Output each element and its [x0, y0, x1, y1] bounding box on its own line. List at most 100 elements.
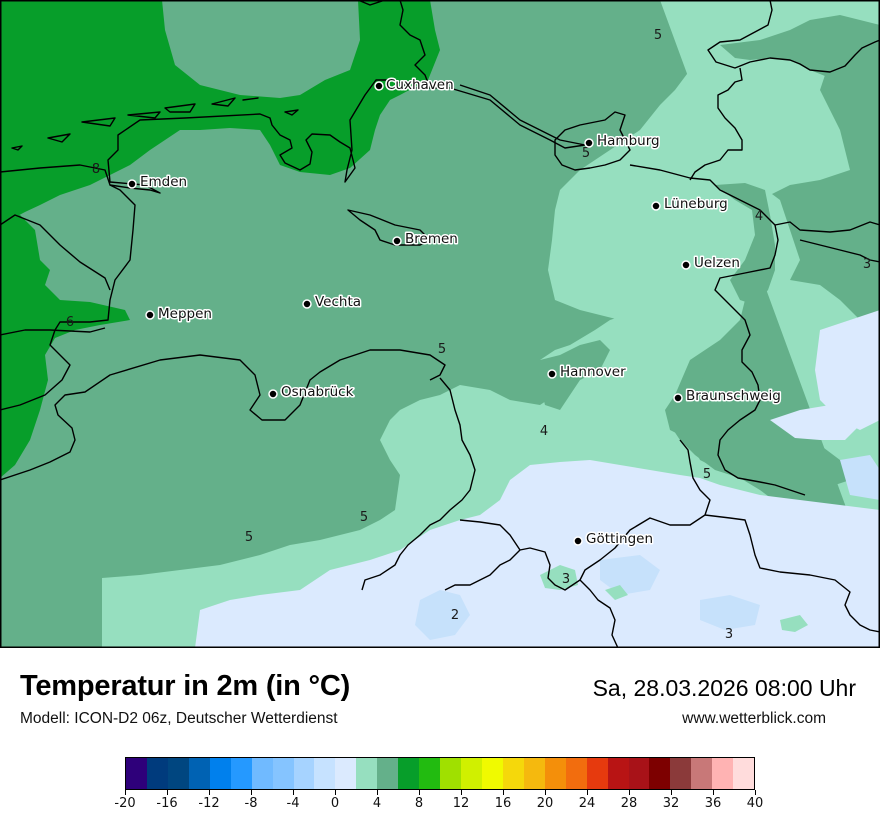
city-dot-icon: [127, 179, 137, 189]
colorbar-segment: [251, 758, 273, 789]
city-vechta: Vechta: [302, 293, 363, 312]
colorbar-tick-mark: [502, 790, 504, 795]
city-dot-icon: [392, 236, 402, 246]
colorbar-tick-label: 28: [620, 796, 638, 811]
colorbar-segment: [565, 758, 587, 789]
colorbar-segment: [523, 758, 545, 789]
temp-zone-4-6-braunschweig: [670, 330, 850, 498]
city-label: Osnabrück: [281, 384, 354, 400]
city-label: Braunschweig: [686, 388, 781, 404]
page-title: Temperatur in 2m (in °C): [20, 670, 351, 702]
colorbar-segment: [146, 758, 168, 789]
colorbar-tick-label: 20: [536, 796, 554, 811]
colorbar-tick-label: -20: [114, 796, 136, 811]
city-dot-icon: [374, 81, 384, 91]
colorbar-tick-mark: [376, 790, 378, 795]
isoline-label: 2: [451, 608, 459, 623]
colorbar-segment: [419, 758, 441, 789]
colorbar-legend: [125, 757, 755, 790]
isoline-label: 5: [438, 342, 446, 357]
city-label: Hannover: [560, 364, 626, 380]
colorbar-tick-label: 16: [494, 796, 512, 811]
city-label: Göttingen: [586, 531, 653, 547]
isoline-label: 4: [755, 209, 763, 224]
colorbar-tick-mark: [754, 790, 756, 795]
temp-zone-6-8: [0, 0, 440, 225]
isoline-label: 5: [245, 530, 253, 545]
city-label: Vechta: [315, 294, 361, 310]
city-hannover: Hannover: [547, 363, 628, 382]
city-hamburg: Hamburg: [584, 132, 661, 151]
city-osnabrueck: Osnabrück: [268, 383, 355, 402]
temp-zone-neg2-0-patches: [415, 455, 880, 640]
colorbar-tick-mark: [418, 790, 420, 795]
map-frame: [0, 0, 880, 648]
colorbar-tick-label: 40: [746, 796, 764, 811]
colorbar-tick-label: -4: [286, 796, 300, 811]
colorbar-segment: [628, 758, 650, 789]
colorbar-segment: [167, 758, 189, 789]
city-dot-icon: [584, 138, 594, 148]
isoline-label: 5: [703, 467, 711, 482]
colorbar-tick-label: 8: [414, 796, 424, 811]
colorbar-segment: [398, 758, 420, 789]
isoline-label: 3: [725, 627, 733, 642]
colorbar-segment: [356, 758, 378, 789]
city-cuxhaven: Cuxhaven: [374, 76, 455, 95]
colorbar-segment: [440, 758, 461, 789]
city-dot-icon: [681, 260, 691, 270]
colorbar-tick-mark: [460, 790, 462, 795]
city-emden: Emden: [127, 173, 189, 192]
colorbar-tick-label: -12: [198, 796, 220, 811]
city-label: Cuxhaven: [386, 77, 454, 93]
city-label: Uelzen: [694, 255, 740, 271]
city-dot-icon: [673, 393, 683, 403]
colorbar-segment: [733, 758, 755, 789]
colorbar-segment: [670, 758, 692, 789]
temp-zone-0-2-east: [815, 310, 880, 430]
temp-zone-4-6-hamburg-north: [720, 15, 880, 80]
isoline-label: 5: [582, 146, 590, 161]
colorbar-segment: [607, 758, 629, 789]
colorbar-segment: [691, 758, 713, 789]
isoline-labels: 5 8 5 4 3 6 5 4 5 5 5 3 2 3: [66, 28, 871, 642]
colorbar-segment: [314, 758, 336, 789]
city-dot-icon: [573, 536, 583, 546]
isoline-label: 5: [360, 510, 368, 525]
colorbar-segment: [377, 758, 399, 789]
colorbar-tick-label: 36: [704, 796, 722, 811]
colorbar-tick-mark: [628, 790, 630, 795]
colorbar-segment: [712, 758, 734, 789]
website-link[interactable]: www.wetterblick.com: [682, 710, 826, 727]
colorbar-segment: [272, 758, 294, 789]
colorbar-ticks: -20 -16 -12 -8 -4 0 4 8 12 16 20 24 28 32 36 40: [114, 790, 763, 820]
temp-zone-0-2-patches: [770, 405, 860, 440]
colorbar-tick-label: 0: [330, 796, 340, 811]
colorbar-segment: [335, 758, 357, 789]
colorbar-segment: [209, 758, 231, 789]
temp-zone-4-6-uelzen-border: [715, 183, 775, 305]
city-bremen: Bremen: [392, 230, 459, 249]
isoline-label: 5: [654, 28, 662, 43]
colorbar-tick-label: 32: [662, 796, 680, 811]
isoline-label: 3: [562, 572, 570, 587]
temp-zone-4-6-hannover: [540, 340, 610, 410]
city-label: Bremen: [405, 231, 458, 247]
isoline-label: 8: [92, 162, 100, 177]
colorbar-segment: [293, 758, 315, 789]
isoline-label: 4: [540, 424, 548, 439]
isoline-label: 3: [863, 257, 871, 272]
colorbar-segment: [188, 758, 210, 789]
city-markers: Cuxhaven Hamburg Emden Lüneburg Bremen U…: [127, 76, 782, 549]
colorbar-tick-mark: [670, 790, 672, 795]
colorbar-segment: [230, 758, 252, 789]
city-meppen: Meppen: [145, 305, 213, 324]
colorbar-tick-label: -16: [156, 796, 178, 811]
valid-datetime: Sa, 28.03.2026 08:00 Uhr: [592, 675, 856, 701]
city-braunschweig: Braunschweig: [673, 387, 782, 406]
colorbar-tick-mark: [292, 790, 294, 795]
temp-zone-2-4-heath: [548, 0, 880, 330]
colorbar-tick-mark: [712, 790, 714, 795]
colorbar-tick-label: 4: [372, 796, 382, 811]
temp-zone-6-8-southwest: [0, 215, 130, 478]
